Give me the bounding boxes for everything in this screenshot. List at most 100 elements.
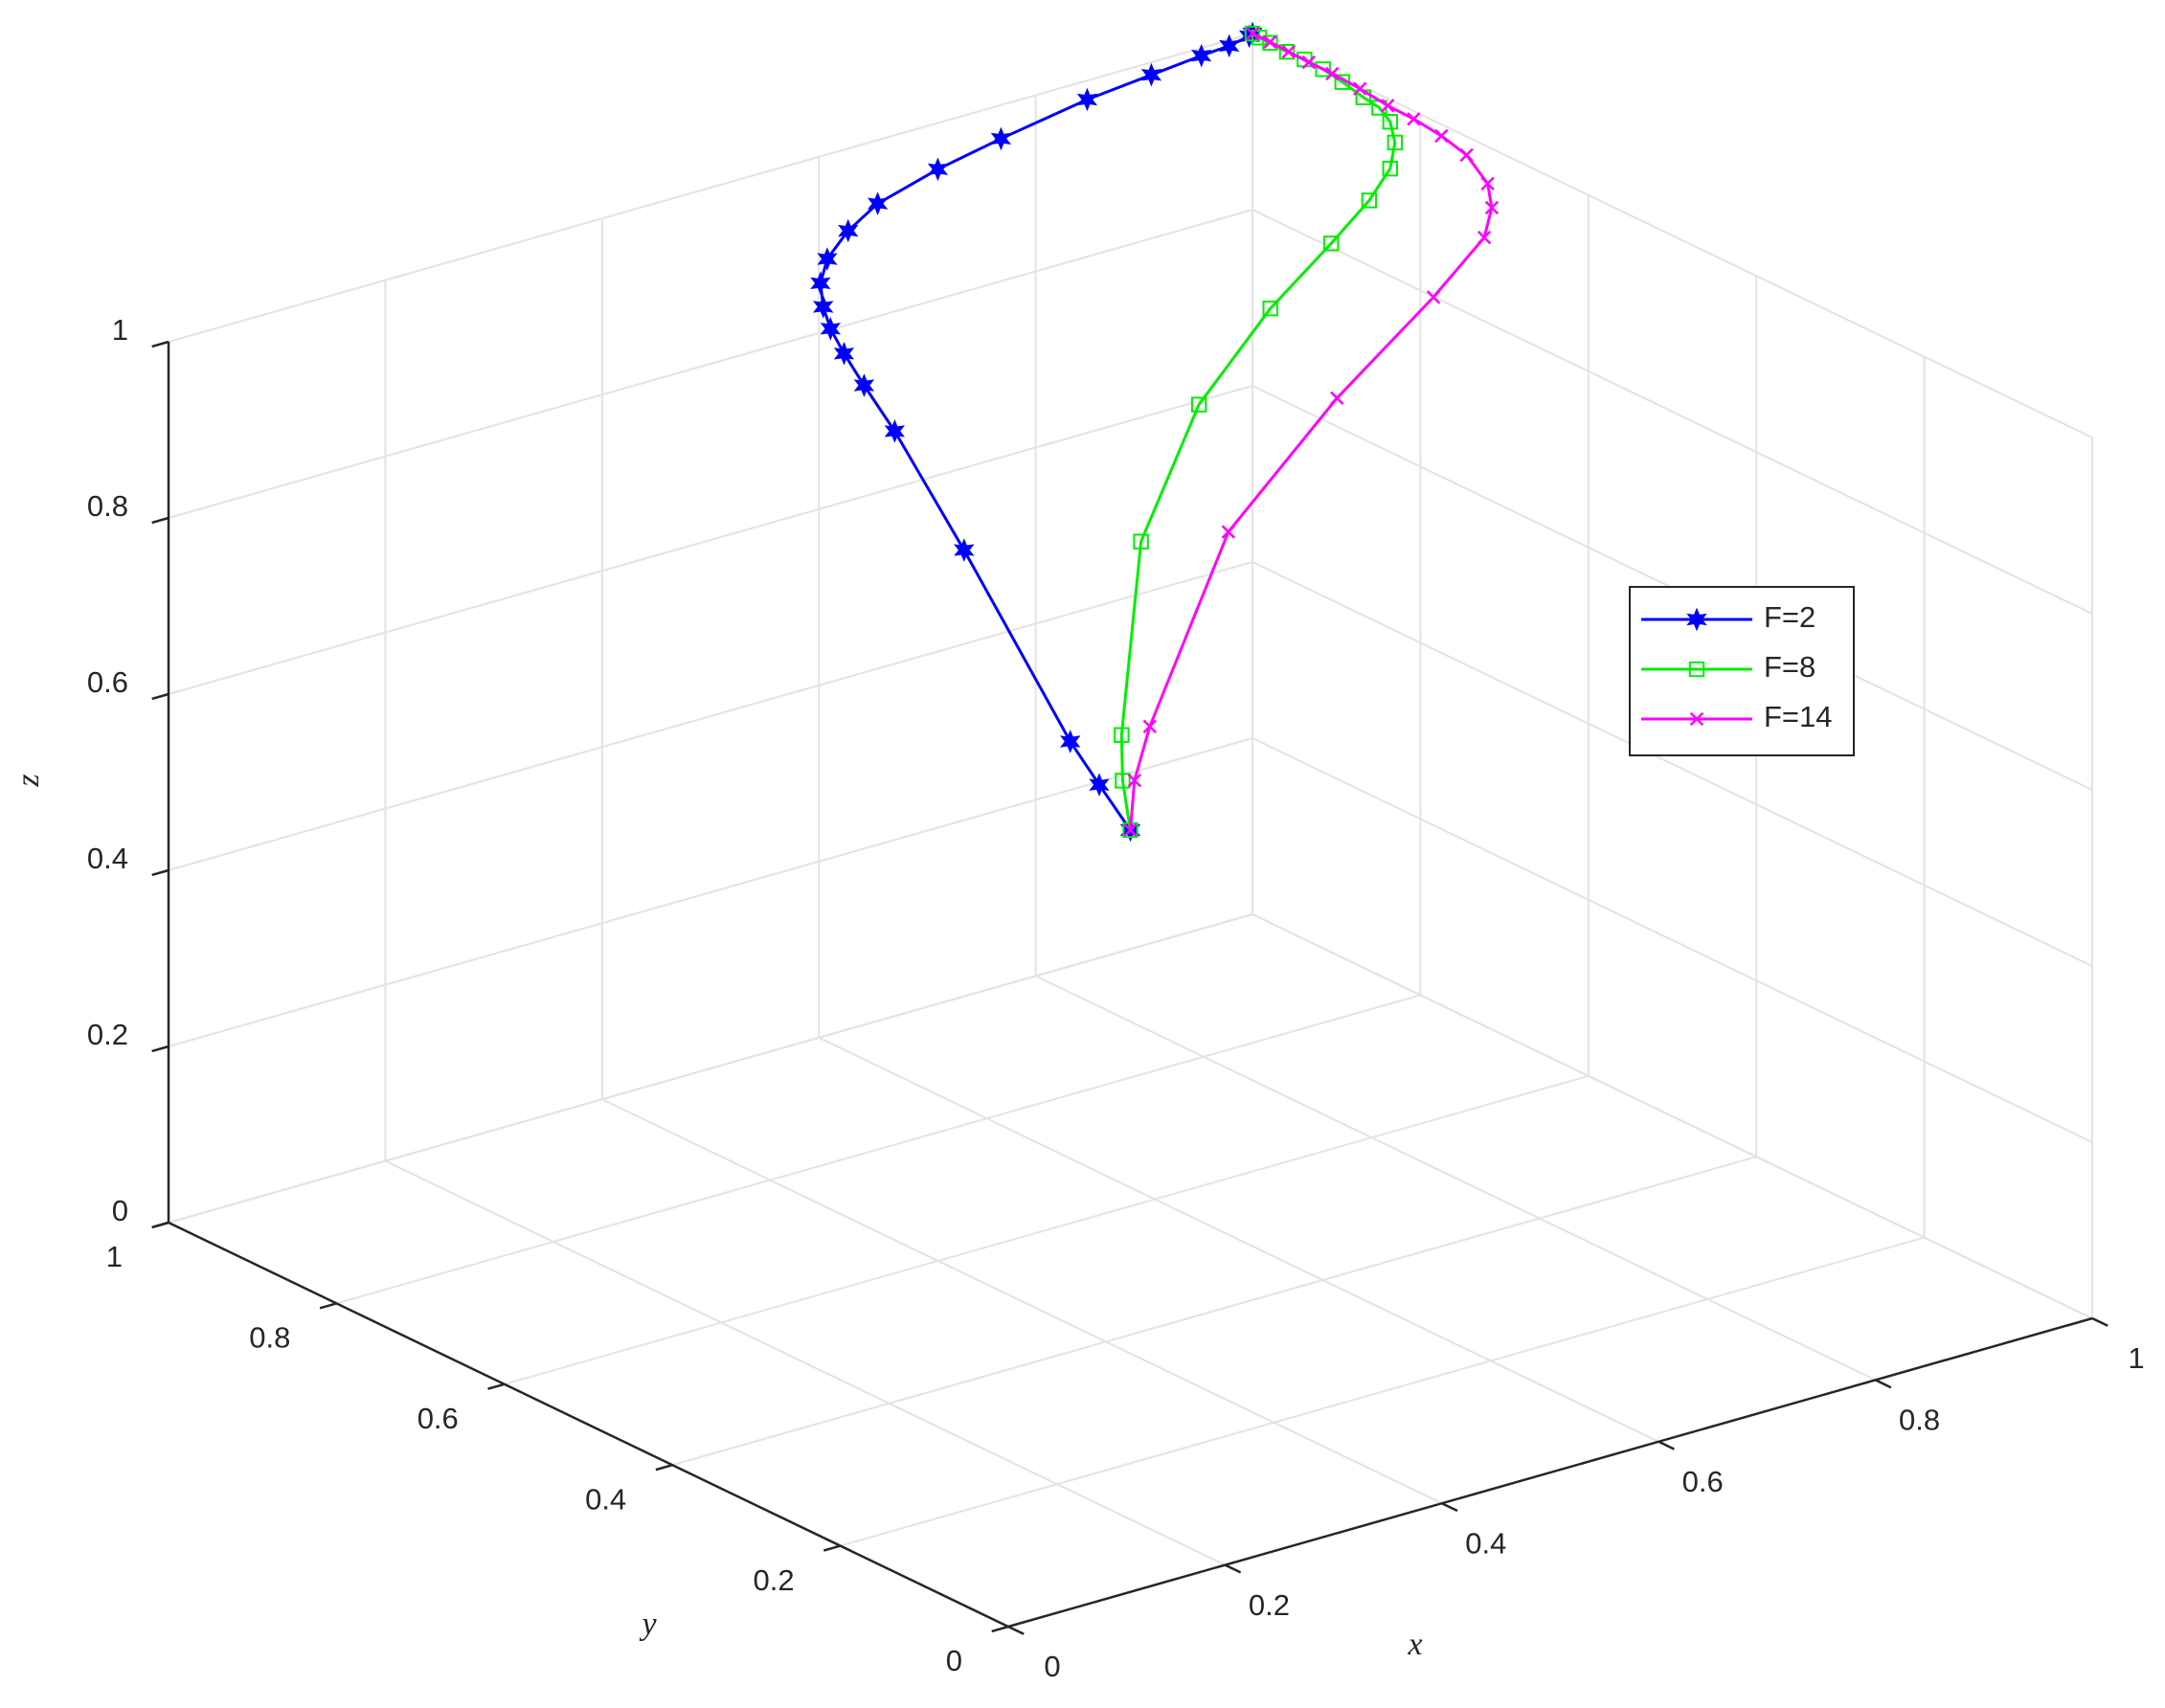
grid-line: [384, 1159, 1226, 1566]
marker: [1382, 114, 1399, 130]
marker: [1123, 822, 1138, 838]
grid-line: [1252, 209, 2093, 615]
x-tick: [1224, 1563, 1242, 1574]
marker: [990, 126, 1012, 151]
y-tick-label: 0.2: [753, 1563, 794, 1597]
grid-line: [168, 33, 1253, 343]
grid-line: [168, 209, 1253, 519]
x-tick-label: 1: [2128, 1341, 2144, 1375]
legend: F=2 F=8 F=14: [1629, 586, 1855, 756]
marker: [1190, 43, 1212, 68]
x-tick-label: 0.2: [1249, 1588, 1290, 1622]
z-tick-label: 0.8: [87, 489, 128, 523]
marker: [1114, 727, 1130, 743]
marker: [1686, 607, 1707, 632]
marker: [954, 538, 975, 562]
x-tick: [1441, 1502, 1458, 1513]
grid-line: [1252, 913, 2093, 1319]
z-tick: [151, 692, 169, 701]
x-axis: [1007, 1316, 2093, 1629]
grid-line: [168, 913, 1253, 1224]
x-tick: [2091, 1316, 2109, 1327]
marker: [1689, 711, 1704, 727]
z-tick-label: 0.2: [87, 1018, 128, 1051]
z-tick: [151, 340, 169, 348]
marker: [1076, 87, 1098, 112]
marker: [1434, 128, 1449, 144]
marker: [1089, 773, 1110, 797]
marker: [812, 295, 834, 319]
marker: [1262, 34, 1278, 51]
x-axis-label: x: [1407, 1627, 1422, 1662]
marker: [1133, 533, 1149, 550]
x-tick-label: 0.8: [1899, 1404, 1940, 1437]
x-tick-label: 0.4: [1465, 1526, 1506, 1560]
z-tick-label: 0.4: [87, 842, 128, 875]
legend-box: [1629, 586, 1855, 756]
marker: [1382, 160, 1398, 177]
z-tick: [151, 1045, 169, 1053]
marker: [927, 157, 949, 182]
z-tick: [151, 868, 169, 877]
z-tick: [151, 516, 169, 525]
marker: [1477, 230, 1492, 245]
y-tick-label: 0.4: [585, 1482, 626, 1516]
y-axis-label: y: [639, 1607, 657, 1642]
z-tick: [151, 1221, 169, 1229]
y-tick: [991, 1625, 1009, 1633]
marker: [1480, 176, 1495, 191]
grid-line: [601, 1098, 1443, 1505]
z-axis-label: z: [11, 774, 46, 787]
y-tick: [823, 1544, 841, 1552]
marker: [1353, 81, 1367, 96]
y-tick-label: 0.8: [249, 1321, 290, 1355]
grid-line: [504, 1074, 1590, 1385]
marker: [1262, 300, 1278, 317]
marker: [1323, 236, 1340, 252]
marker: [1301, 55, 1316, 70]
marker: [1059, 730, 1081, 753]
series-line: [1129, 32, 1494, 831]
marker: [1426, 290, 1441, 304]
marker: [833, 341, 855, 366]
marker: [820, 317, 842, 341]
z-tick-label: 0.6: [87, 665, 128, 699]
grid-line: [1252, 737, 2093, 1143]
grid-line: [168, 385, 1253, 695]
marker: [1315, 61, 1331, 78]
y-tick: [487, 1382, 506, 1390]
marker: [1381, 99, 1395, 113]
grid-line: [168, 737, 1253, 1047]
marker: [1281, 44, 1296, 59]
legend-label: F=8: [1764, 650, 1815, 684]
marker: [1219, 34, 1240, 58]
legend-label: F=2: [1764, 600, 1815, 634]
y-axis: [168, 1221, 1009, 1629]
y-tick-label: 1: [106, 1240, 123, 1273]
grid-line: [1252, 33, 2093, 438]
y-tick: [655, 1463, 673, 1472]
marker: [1361, 192, 1378, 209]
marker: [1140, 62, 1162, 87]
x-tick: [1007, 1625, 1025, 1635]
marker: [884, 419, 906, 443]
marker: [1278, 43, 1296, 60]
grid-line: [1252, 561, 2093, 967]
series-line: [1119, 32, 1397, 831]
marker: [1142, 719, 1157, 734]
x-tick: [1658, 1440, 1675, 1450]
marker: [838, 218, 859, 243]
marker: [1244, 25, 1261, 42]
marker: [810, 271, 831, 296]
x-tick-label: 0: [1044, 1650, 1060, 1683]
marker: [1221, 525, 1236, 539]
grid-line: [168, 561, 1253, 871]
marker: [867, 191, 889, 215]
legend-label: F=14: [1764, 700, 1833, 733]
marker: [1263, 34, 1277, 50]
grid-line: [840, 1236, 1925, 1547]
z-tick-label: 1: [112, 313, 128, 347]
x-tick: [1875, 1379, 1892, 1389]
marker: [1127, 773, 1142, 788]
